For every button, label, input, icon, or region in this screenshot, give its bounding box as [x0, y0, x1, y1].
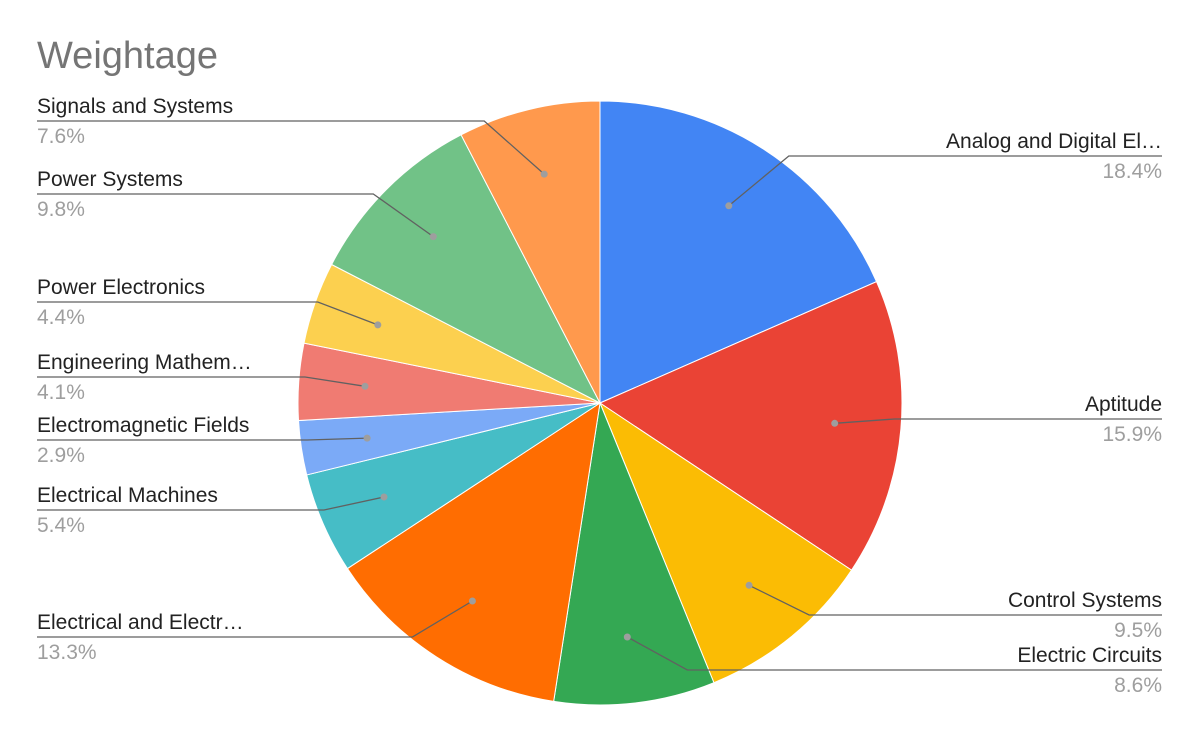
leader-analog-and-digital-el	[728, 155, 1162, 207]
label-electrical-and-electr: Electrical and Electr…	[37, 611, 244, 634]
pct-signals-and-systems: 7.6%	[37, 125, 85, 148]
label-power-electronics: Power Electronics	[37, 276, 205, 299]
chart-title: Weightage	[37, 35, 218, 77]
pct-control-systems: 9.5%	[1114, 619, 1162, 642]
pie-slices	[297, 100, 903, 706]
pct-power-electronics: 4.4%	[37, 306, 85, 329]
label-electromagnetic-fields: Electromagnetic Fields	[37, 414, 249, 437]
leader-electric-circuits	[626, 636, 1162, 671]
leader-dot-signals-and-systems	[540, 170, 548, 178]
label-analog-and-digital-el: Analog and Digital El…	[946, 130, 1162, 153]
slice-aptitude	[598, 280, 903, 571]
leader-dot-electrical-and-electr	[468, 597, 476, 605]
slice-power-systems	[330, 134, 602, 405]
leader-dot-analog-and-digital-el	[725, 202, 733, 210]
label-signals-and-systems: Signals and Systems	[37, 95, 233, 118]
slice-control-systems	[598, 401, 853, 684]
leader-dot-engineering-mathem	[361, 382, 369, 390]
leader-engineering-mathem	[37, 376, 366, 387]
label-control-systems: Control Systems	[1008, 589, 1162, 612]
slice-electric-circuits	[553, 401, 715, 706]
pct-analog-and-digital-el: 18.4%	[1102, 160, 1162, 183]
leader-dot-control-systems	[745, 581, 753, 589]
leader-dot-power-systems	[429, 233, 437, 241]
label-aptitude: Aptitude	[1085, 393, 1162, 416]
pct-electrical-machines: 5.4%	[37, 514, 85, 537]
leader-dot-power-electronics	[374, 321, 382, 329]
pct-engineering-mathem: 4.1%	[37, 381, 85, 404]
leader-electromagnetic-fields	[37, 437, 368, 441]
leader-electrical-machines	[37, 496, 385, 511]
slice-electrical-and-electr	[346, 401, 601, 702]
leader-aptitude	[834, 418, 1162, 424]
label-power-systems: Power Systems	[37, 168, 183, 191]
slice-labels: Analog and Digital El… 18.4% Aptitude 15.9%…	[37, 95, 1162, 697]
leader-dot-electromagnetic-fields	[363, 434, 371, 442]
slice-analog-and-digital-el	[599, 100, 878, 404]
leader-power-systems	[37, 193, 434, 238]
leader-power-electronics	[37, 301, 379, 326]
slice-signals-and-systems	[460, 100, 601, 404]
leader-signals-and-systems	[37, 120, 545, 175]
pct-electric-circuits: 8.6%	[1114, 674, 1162, 697]
leader-dot-electrical-machines	[380, 493, 388, 501]
leader-dot-aptitude	[831, 419, 839, 427]
leader-electrical-and-electr	[37, 600, 473, 638]
label-electric-circuits: Electric Circuits	[1017, 644, 1162, 667]
pct-aptitude: 15.9%	[1102, 423, 1162, 446]
leader-control-systems	[748, 584, 1162, 616]
pct-electrical-and-electr: 13.3%	[37, 641, 97, 664]
pct-power-systems: 9.8%	[37, 198, 85, 221]
label-engineering-mathem: Engineering Mathem…	[37, 351, 252, 374]
label-electrical-machines: Electrical Machines	[37, 484, 218, 507]
leader-lines	[37, 120, 1162, 671]
leader-dot-electric-circuits	[623, 633, 631, 641]
pct-electromagnetic-fields: 2.9%	[37, 444, 85, 467]
